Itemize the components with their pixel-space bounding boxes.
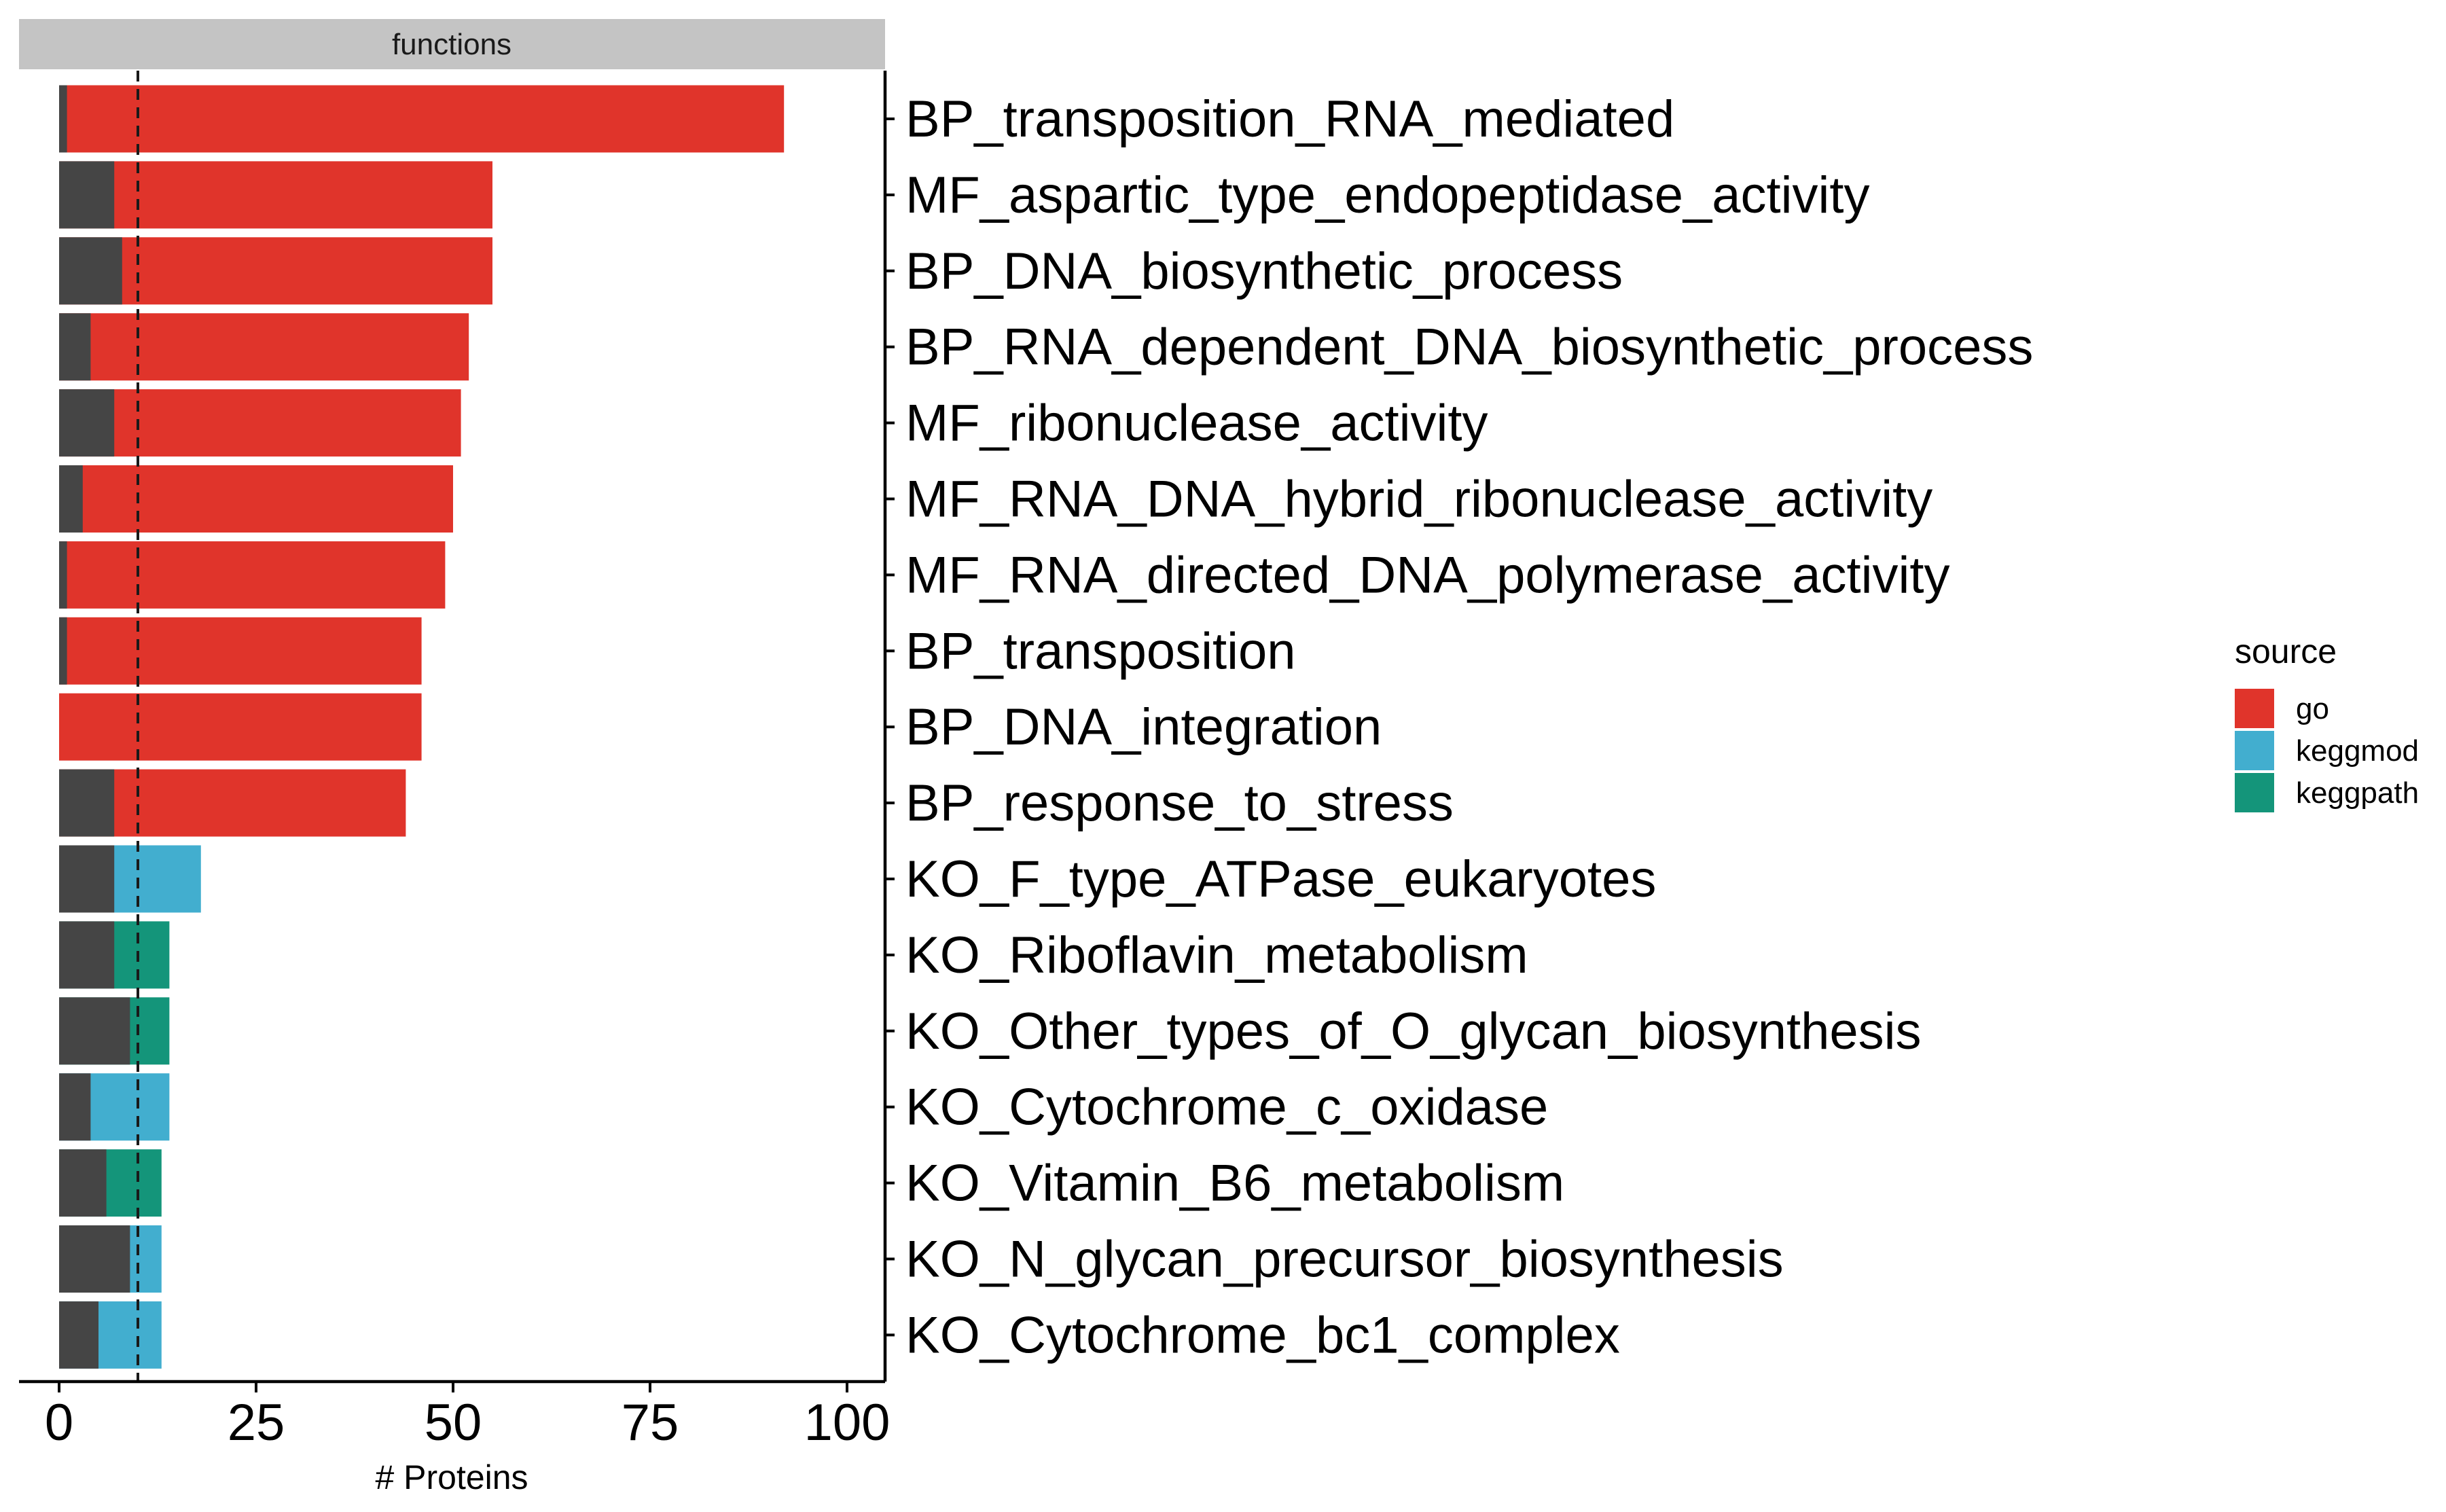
y-tick-label: MF_aspartic_type_endopeptidase_activity [905, 166, 1870, 224]
y-tick-labels: BP_transposition_RNA_mediated MF_aspartic… [885, 90, 2033, 1364]
y-tick-label: BP_response_to_stress [905, 774, 1454, 832]
bar-dark-12 [59, 997, 130, 1065]
legend-swatch-keggmod [2235, 731, 2274, 770]
legend-label-keggpath: keggpath [2296, 776, 2419, 810]
y-tick-label: MF_RNA_directed_DNA_polymerase_activity [905, 546, 1949, 604]
y-tick-label: BP_DNA_integration [905, 698, 1382, 756]
x-tick-label: 25 [228, 1394, 285, 1452]
y-tick-label: KO_Cytochrome_bc1_complex [905, 1306, 1620, 1364]
bar-go-0 [59, 85, 785, 153]
bars [59, 85, 785, 1369]
x-tick-label: 0 [45, 1394, 73, 1452]
bar-go-2 [59, 237, 492, 305]
y-tick-label: BP_DNA_biosynthetic_process [905, 242, 1623, 300]
legend-swatch-go [2235, 689, 2274, 728]
bar-go-9 [59, 769, 406, 837]
bar-dark-3 [59, 313, 91, 381]
bar-dark-0 [59, 85, 67, 153]
bar-dark-9 [59, 769, 115, 837]
bar-dark-11 [59, 921, 115, 989]
legend-label-go: go [2296, 692, 2329, 725]
bar-dark-13 [59, 1073, 91, 1141]
y-tick-label: KO_Vitamin_B6_metabolism [905, 1155, 1564, 1212]
x-axis-title: # Proteins [375, 1458, 528, 1496]
y-tick-label: KO_Other_types_of_O_glycan_biosynthesis [905, 1003, 1922, 1060]
bar-dark-6 [59, 541, 67, 609]
bar-go-7 [59, 617, 422, 685]
bar-dark-10 [59, 845, 115, 913]
facet-strip [19, 19, 885, 69]
y-tick-label: KO_Cytochrome_c_oxidase [905, 1079, 1548, 1136]
bar-dark-14 [59, 1149, 107, 1217]
y-tick-label: BP_RNA_dependent_DNA_biosynthetic_proces… [905, 319, 2033, 376]
bar-dark-1 [59, 161, 115, 229]
facet-label: functions [392, 28, 511, 61]
y-tick-label: KO_N_glycan_precursor_biosynthesis [905, 1231, 1784, 1289]
bar-go-4 [59, 389, 461, 457]
bar-dark-15 [59, 1225, 130, 1293]
legend-swatch-keggpath [2235, 773, 2274, 812]
bar-dark-2 [59, 237, 122, 305]
bar-dark-4 [59, 389, 115, 457]
bar-dark-5 [59, 465, 83, 533]
y-tick-label: MF_ribonuclease_activity [905, 395, 1488, 452]
legend: source go keggmod keggpath [2235, 632, 2419, 812]
bar-dark-16 [59, 1301, 98, 1369]
bar-go-1 [59, 161, 492, 229]
legend-title: source [2235, 632, 2337, 670]
legend-label-keggmod: keggmod [2296, 734, 2419, 768]
y-tick-label: BP_transposition [905, 622, 1296, 680]
x-tick-label: 75 [622, 1394, 679, 1452]
y-tick-label: BP_transposition_RNA_mediated [905, 90, 1674, 148]
bar-dark-7 [59, 617, 67, 685]
y-tick-label: KO_Riboflavin_metabolism [905, 926, 1528, 984]
x-ticks: 0 25 50 75 100 [45, 1382, 891, 1452]
y-tick-label: KO_F_type_ATPase_eukaryotes [905, 850, 1656, 908]
y-tick-label: MF_RNA_DNA_hybrid_ribonuclease_activity [905, 471, 1932, 528]
bar-go-5 [59, 465, 453, 533]
bar-go-3 [59, 313, 469, 381]
x-tick-label: 100 [804, 1394, 891, 1452]
bar-go-8 [59, 693, 422, 761]
bar-go-6 [59, 541, 446, 609]
x-tick-label: 50 [425, 1394, 482, 1452]
